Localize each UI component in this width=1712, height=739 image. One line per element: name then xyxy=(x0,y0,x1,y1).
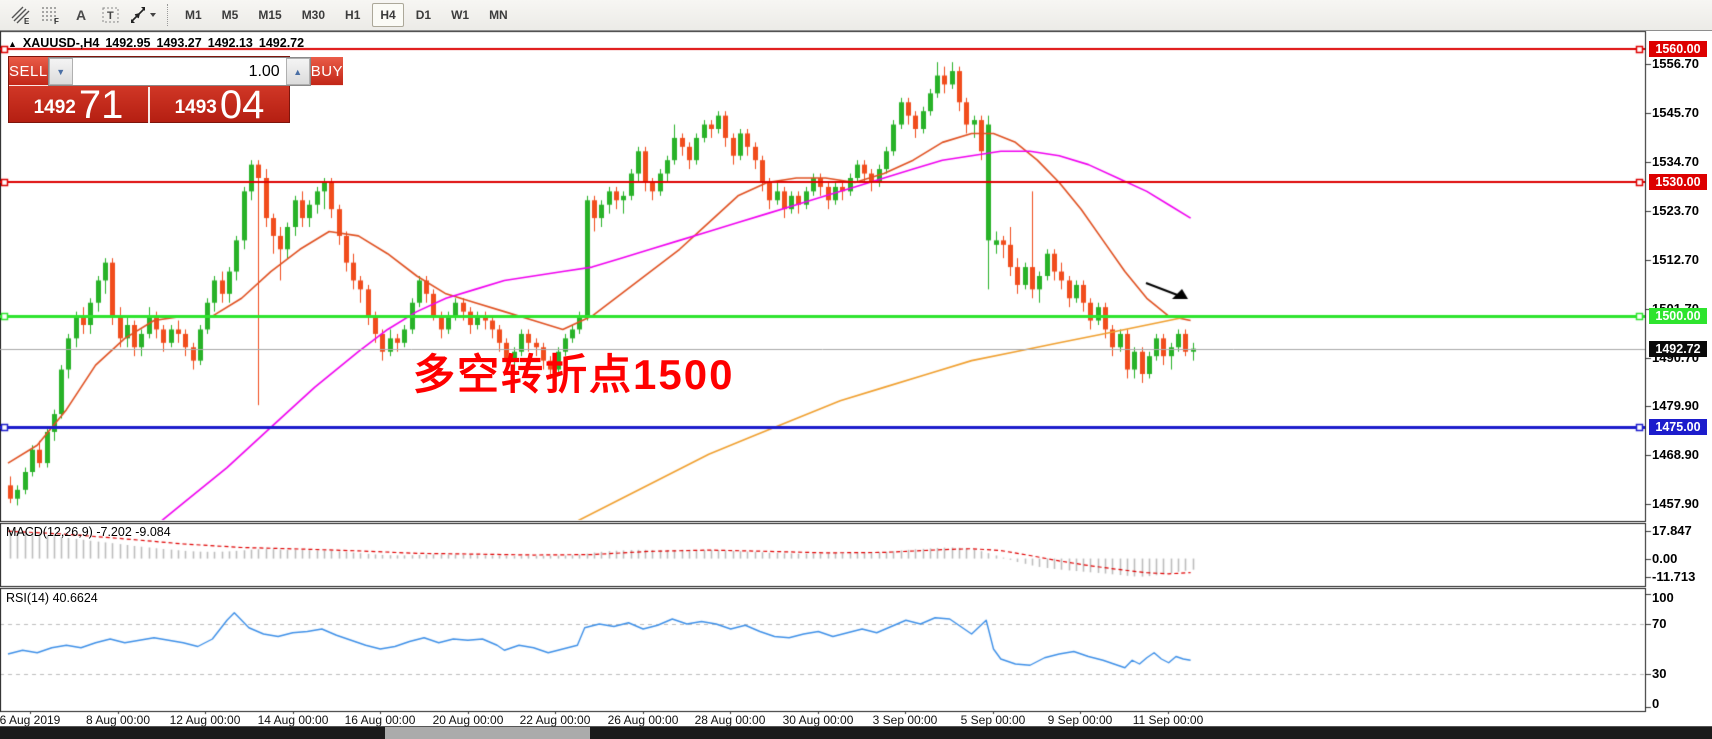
rsi-label: RSI(14) 40.6624 xyxy=(6,591,98,605)
chart-marker-icon: ▲ xyxy=(8,39,17,49)
timeframe-button-D1[interactable]: D1 xyxy=(415,8,432,22)
buy-price-display[interactable]: 1493 04 xyxy=(150,83,289,127)
time-axis-label: 11 Sep 00:00 xyxy=(1132,713,1204,727)
price-axis-tick: 1512.70 xyxy=(1652,252,1699,267)
price-axis-tick: 1523.70 xyxy=(1652,203,1699,218)
price-badge-1475.00: 1475.00 xyxy=(1649,419,1707,435)
toolbar-separator xyxy=(167,4,168,26)
price-axis-tick: 1457.90 xyxy=(1652,496,1699,511)
volume-control: ▼ ▲ xyxy=(47,57,311,86)
timeframe-button-W1[interactable]: W1 xyxy=(451,8,470,22)
text-label-icon[interactable]: T xyxy=(98,3,124,27)
time-axis-label: 12 Aug 00:00 xyxy=(169,713,241,727)
timeframe-button-H1[interactable]: H1 xyxy=(345,8,361,22)
arrows-icon[interactable] xyxy=(128,3,158,27)
text-icon[interactable]: A xyxy=(75,7,87,23)
sell-price-small: 1492 xyxy=(33,97,76,118)
buy-price-big: 04 xyxy=(219,83,265,127)
bottom-strip-segment xyxy=(385,727,590,739)
one-click-trading-panel: SELL ▼ ▲ BUY 1492 71 1493 04 xyxy=(8,56,344,127)
time-axis-label: 30 Aug 00:00 xyxy=(782,713,854,727)
rsi-value: 40.6624 xyxy=(52,591,98,605)
price-badge-1560.00: 1560.00 xyxy=(1649,41,1707,57)
macd-axis-tick: -11.713 xyxy=(1652,569,1696,584)
equidistant-channel-icon[interactable]: E xyxy=(8,3,34,27)
rsi-axis-tick: 100 xyxy=(1652,590,1674,605)
price-badge-1530.00: 1530.00 xyxy=(1649,174,1707,190)
time-axis-label: 16 Aug 00:00 xyxy=(344,713,416,727)
buy-price-small: 1493 xyxy=(174,97,217,118)
rsi-axis-tick: 70 xyxy=(1652,616,1667,631)
timeframe-button-M30[interactable]: M30 xyxy=(301,8,326,22)
volume-decrease-button[interactable]: ▼ xyxy=(48,58,73,85)
timeframe-group: M1 M5 M15 M30 H1 H4 D1 W1 MN xyxy=(175,3,518,27)
chart-header: ▲ XAUUSD-,H4 1492.95 1493.27 1492.13 1492.72 xyxy=(8,36,310,50)
price-axis-tick: 1468.90 xyxy=(1652,447,1699,462)
time-axis-label: 3 Sep 00:00 xyxy=(872,713,938,727)
macd-axis-tick: 17.847 xyxy=(1652,523,1692,538)
macd-value-2: -9.084 xyxy=(135,525,171,539)
svg-text:T: T xyxy=(107,10,114,22)
bottom-status-strip xyxy=(0,726,1712,739)
fibonacci-icon[interactable]: F xyxy=(38,3,64,27)
svg-text:E: E xyxy=(24,17,30,25)
ohlc-low: 1492.13 xyxy=(207,36,253,50)
ohlc-high: 1493.27 xyxy=(156,36,202,50)
rsi-axis-tick: 30 xyxy=(1652,666,1667,681)
timeframe-button-M5[interactable]: M5 xyxy=(221,8,239,22)
time-axis-label: 5 Sep 00:00 xyxy=(960,713,1026,727)
svg-text:F: F xyxy=(54,17,59,25)
ohlc-open: 1492.95 xyxy=(105,36,151,50)
macd-label: MACD(12,26,9) -7.202 -9.084 xyxy=(6,525,171,539)
sell-button[interactable]: SELL xyxy=(9,57,48,86)
rsi-axis-tick: 0 xyxy=(1652,696,1660,711)
macd-axis-tick: 0.00 xyxy=(1652,551,1678,566)
macd-value-1: -7.202 xyxy=(96,525,132,539)
price-axis-tick: 1479.90 xyxy=(1652,398,1699,413)
time-axis-label: 14 Aug 00:00 xyxy=(257,713,329,727)
timeframe-button-H4[interactable]: H4 xyxy=(372,3,404,27)
time-axis-label: 6 Aug 2019 xyxy=(0,713,61,727)
timeframe-button-M15[interactable]: M15 xyxy=(258,8,282,22)
time-axis-label: 26 Aug 00:00 xyxy=(607,713,679,727)
ohlc-close: 1492.72 xyxy=(258,36,305,50)
volume-input[interactable] xyxy=(72,58,286,85)
sell-price-big: 71 xyxy=(78,83,124,127)
sell-price-display[interactable]: 1492 71 xyxy=(9,83,150,127)
text-annotation[interactable]: 多空转折点1500 xyxy=(413,351,735,398)
time-axis-label: 20 Aug 00:00 xyxy=(432,713,504,727)
timeframe-button-MN[interactable]: MN xyxy=(489,8,508,22)
timeframe-button-M1[interactable]: M1 xyxy=(185,8,202,22)
price-axis-tick: 1545.70 xyxy=(1652,105,1699,120)
time-axis-label: 22 Aug 00:00 xyxy=(519,713,591,727)
current-price-badge: 1492.72 xyxy=(1649,341,1707,357)
time-axis-label: 28 Aug 00:00 xyxy=(694,713,766,727)
price-axis-tick: 1534.70 xyxy=(1652,154,1699,169)
buy-button[interactable]: BUY xyxy=(310,57,344,86)
time-axis-label: 9 Sep 00:00 xyxy=(1047,713,1113,727)
price-badge-1500.00: 1500.00 xyxy=(1649,308,1707,324)
symbol-label: XAUUSD-,H4 xyxy=(22,36,100,50)
price-axis-tick: 1556.70 xyxy=(1652,56,1699,71)
toolbar: E F A T M1 M5 M15 M30 H1 H4 D1 xyxy=(0,0,1712,31)
time-axis-label: 8 Aug 00:00 xyxy=(85,713,151,727)
volume-increase-button[interactable]: ▲ xyxy=(285,58,310,85)
